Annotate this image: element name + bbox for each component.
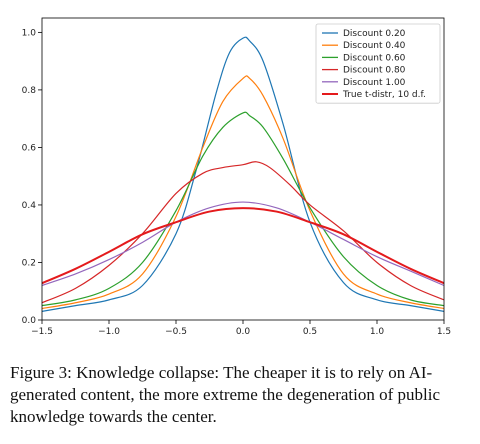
x-tick-label: −0.5 [165,327,187,337]
y-tick-label: 0.2 [22,258,36,268]
legend-label: Discount 0.60 [343,53,406,63]
legend-label: True t-distr, 10 d.f. [342,90,426,100]
x-tick-label: 1.0 [370,327,385,337]
y-tick-label: 0.0 [22,316,37,326]
x-tick-label: 1.5 [437,327,451,337]
legend-label: Discount 0.20 [343,29,406,39]
series-line-2 [42,75,444,310]
chart-figure: −1.5 −1.0 −0.5 0.0 0.5 1.0 1.5 0.0 0.2 0.4 0.6 0.8 1… [22,17,451,337]
series-line-3 [42,111,444,307]
series-line-4 [42,161,444,304]
x-tick-label: 0.0 [236,327,251,337]
legend-label: Discount 0.40 [343,41,406,51]
legend-label: Discount 1.00 [343,78,406,88]
y-tick-label: 0.4 [22,201,37,211]
x-tick-label: −1.5 [31,327,53,337]
series-line-1 [42,36,444,312]
legend-box [315,23,441,104]
legend-label: Discount 0.80 [343,66,406,76]
x-tick-label: −1.0 [98,327,120,337]
x-tick-label: 0.5 [303,327,317,337]
y-tick-label: 0.8 [22,86,37,96]
chart-svg: −1.5 −1.0 −0.5 0.0 0.5 1.0 1.5 0.0 0.2 0.4 0.6 0.8 1… [22,17,451,337]
series-line-5 [42,201,444,287]
y-tick-label: 1.0 [22,28,37,38]
series-line-6 [42,207,444,285]
figure-caption: Figure 3: Knowledge collapse: The cheape… [10,363,441,426]
y-tick-label: 0.6 [22,143,37,153]
